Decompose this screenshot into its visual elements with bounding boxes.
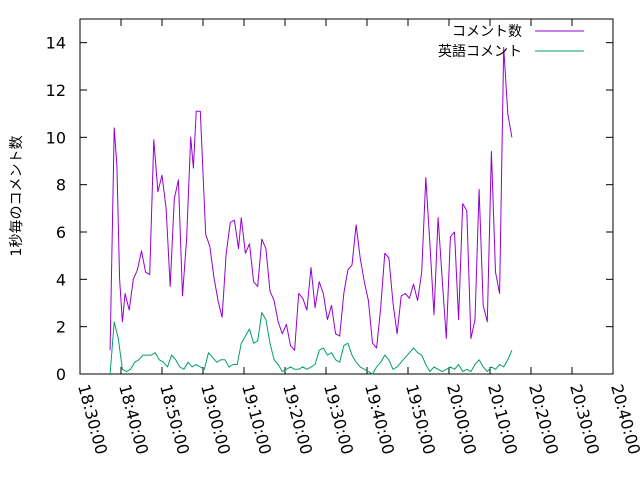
y-axis-title: 1秒毎のコメント数 bbox=[9, 136, 25, 257]
series-lines bbox=[109, 46, 513, 375]
legend-label-english-comments: 英語コメント bbox=[438, 43, 522, 60]
x-tick-label: 20:40:00 bbox=[607, 382, 640, 456]
y-tick-label: 14 bbox=[46, 34, 66, 53]
x-tick-label: 20:10:00 bbox=[484, 382, 521, 456]
x-tick-label: 20:30:00 bbox=[566, 382, 603, 456]
x-tick-label: 18:50:00 bbox=[156, 382, 193, 456]
y-tick-label: 2 bbox=[56, 318, 66, 337]
legend: コメント数 英語コメント bbox=[438, 24, 584, 60]
legend-label-comments: コメント数 bbox=[452, 24, 522, 40]
plot-border bbox=[79, 18, 614, 375]
x-tick-label: 20:00:00 bbox=[443, 382, 480, 456]
plot-frame bbox=[79, 18, 614, 375]
x-tick-label: 19:30:00 bbox=[320, 382, 357, 456]
x-tick-label: 18:40:00 bbox=[115, 382, 152, 456]
y-tick-label: 10 bbox=[46, 128, 66, 147]
y-tick-label: 4 bbox=[56, 270, 66, 289]
series-line-comments bbox=[109, 46, 513, 351]
x-tick-label: 19:10:00 bbox=[238, 382, 275, 456]
y-tick-label: 0 bbox=[56, 365, 66, 384]
x-tick-label: 19:40:00 bbox=[361, 382, 398, 456]
x-axis: 18:30:00 18:40:00 18:50:00 19:00:00 19:10:00… bbox=[74, 19, 640, 456]
y-tick-label: 12 bbox=[46, 81, 66, 100]
y-tick-label: 6 bbox=[56, 223, 66, 242]
x-tick-label: 19:20:00 bbox=[279, 382, 316, 456]
x-tick-label: 19:00:00 bbox=[197, 382, 234, 456]
x-tick-label: 18:30:00 bbox=[74, 382, 111, 456]
y-tick-label: 8 bbox=[56, 176, 66, 195]
x-tick-label: 19:50:00 bbox=[402, 382, 439, 456]
series-line-english-comments bbox=[109, 312, 513, 375]
x-tick-label: 20:20:00 bbox=[525, 382, 562, 456]
y-axis: 0 2 4 6 8 10 12 14 bbox=[46, 34, 613, 384]
